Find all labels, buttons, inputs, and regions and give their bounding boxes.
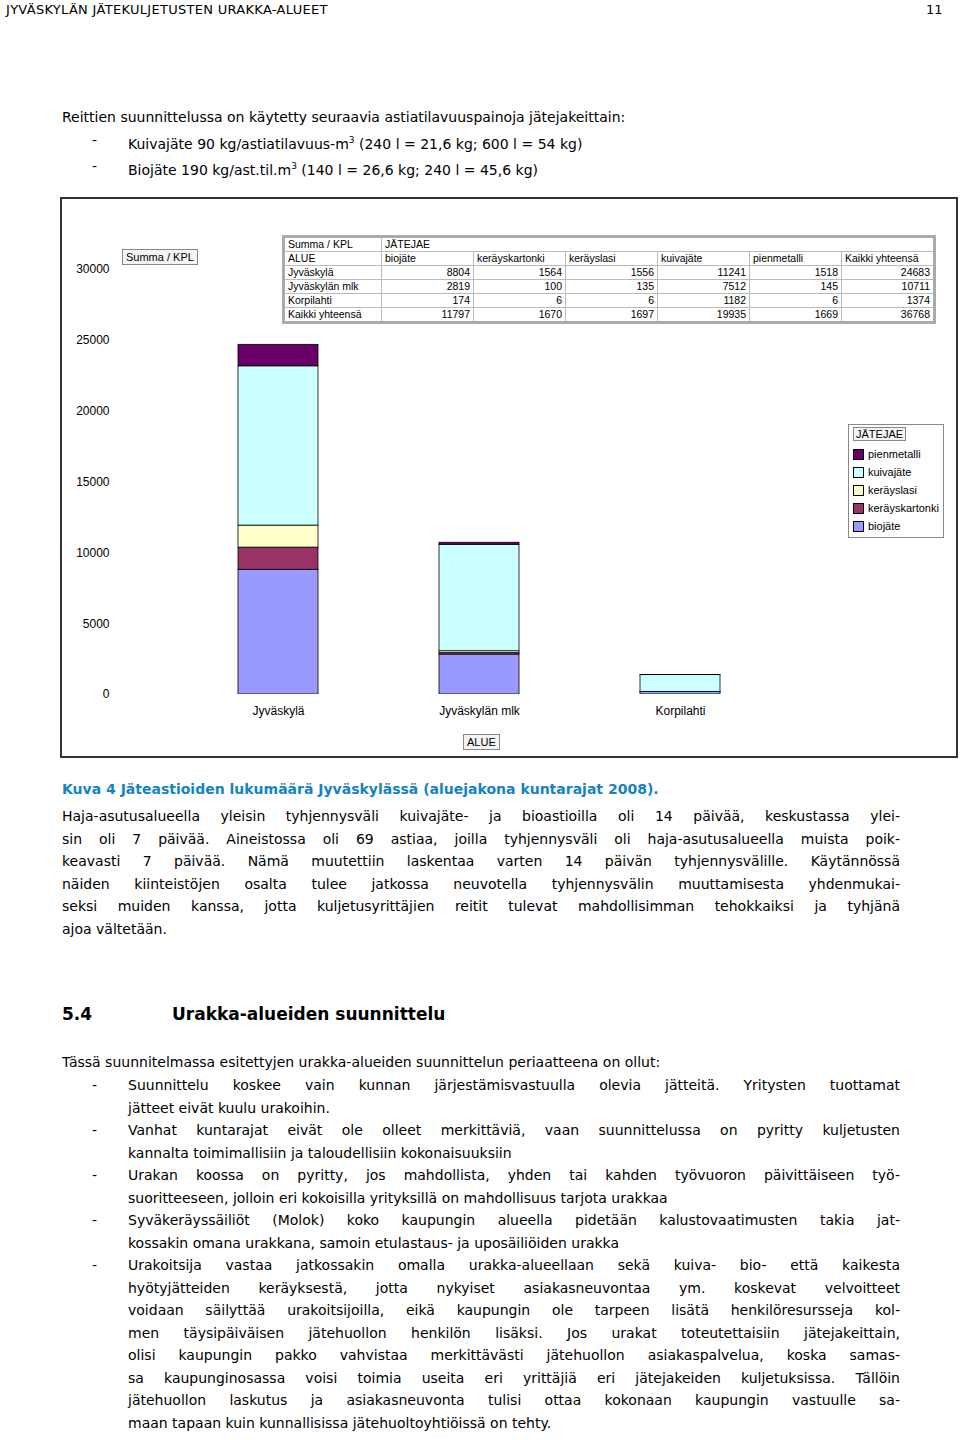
html-text:ALUE: ALUE bbox=[467, 736, 496, 748]
svg-text:30000: 30000 bbox=[76, 262, 110, 276]
html-text:6: 6 bbox=[556, 294, 562, 306]
html-text:Jyväskylä: Jyväskylä bbox=[288, 266, 334, 278]
html-text:10711: 10711 bbox=[901, 280, 930, 292]
html-text:Kaikki yhteensä: Kaikki yhteensä bbox=[288, 308, 362, 320]
html-text:Summa / KPL: Summa / KPL bbox=[288, 238, 353, 250]
html-text:suoritteeseen, jolloin eri kok: suoritteeseen, jolloin eri kokoisilla yr… bbox=[128, 1189, 668, 1206]
svg-text:10000: 10000 bbox=[76, 546, 110, 560]
html-text:19935: 19935 bbox=[716, 308, 746, 320]
svg-text:Jyväskylä: Jyväskylä bbox=[252, 704, 304, 718]
html-text:JÄTEJAE: JÄTEJAE bbox=[385, 238, 430, 250]
html-text:5.4: 5.4 bbox=[62, 1004, 93, 1024]
html-text:sa kaupunginosassa voisi toimi: sa kaupunginosassa voisi toimia useita e… bbox=[128, 1369, 900, 1386]
html-text:Vanhat kuntarajat eivät ole ol: Vanhat kuntarajat eivät ole olleet merki… bbox=[128, 1122, 900, 1138]
html-text:JYVÄSKYLÄN JÄTEKULJETUSTEN URA: JYVÄSKYLÄN JÄTEKULJETUSTEN URAKKA-ALUEET bbox=[6, 2, 328, 17]
svg-text:15000: 15000 bbox=[76, 475, 110, 489]
html-text:pienmetalli: pienmetalli bbox=[753, 252, 804, 264]
html-text:6: 6 bbox=[648, 294, 654, 306]
html-text:1564: 1564 bbox=[538, 266, 562, 278]
html-text:men täysipäiväisen jätehuollon: men täysipäiväisen jätehuollon henkilön … bbox=[128, 1324, 900, 1341]
svg-text:25000: 25000 bbox=[76, 333, 110, 347]
html-text:135: 135 bbox=[636, 280, 654, 292]
html-text:Syväkeräyssäiliöt (Molok) koko: Syväkeräyssäiliöt (Molok) koko kaupungin… bbox=[128, 1212, 900, 1228]
html-text:100: 100 bbox=[544, 280, 562, 292]
html-text:Tässä suunnitelmassa esitettyj: Tässä suunnitelmassa esitettyjen urakka-… bbox=[62, 1054, 661, 1070]
html-text:kuivajäte: kuivajäte bbox=[868, 466, 912, 478]
html-text:kuivajäte: kuivajäte bbox=[661, 252, 703, 264]
html-text:Biojäte 190 kg/ast.til.m3(140: Biojäte 190 kg/ast.til.m3(140 l = 26,6 k… bbox=[128, 160, 538, 178]
html-text:Suunnittelu koskee vain kunnan: Suunnittelu koskee vain kunnan järjestäm… bbox=[128, 1077, 900, 1093]
html-text:jätehuollon laskutus ja asiaka: jätehuollon laskutus ja asiakasneuvonta … bbox=[128, 1392, 900, 1408]
svg-text:0: 0 bbox=[103, 687, 110, 701]
html-text:Jyväskylän mlk: Jyväskylän mlk bbox=[288, 280, 359, 292]
html-text:8804: 8804 bbox=[446, 266, 470, 278]
html-text:6: 6 bbox=[832, 294, 838, 306]
html-text:1182: 1182 bbox=[723, 294, 746, 306]
html-text:Urakan koossa on pyritty, jos: Urakan koossa on pyritty, jos mahdollist… bbox=[128, 1167, 900, 1183]
html-text:kannalta toimimallisiin ja tal: kannalta toimimallisiin ja taloudellisii… bbox=[128, 1144, 512, 1161]
html-text:Kuivajäte 90 kg/astiatilavuus-: Kuivajäte 90 kg/astiatilavuus-m3(240 l =… bbox=[128, 134, 583, 152]
html-text:7512: 7512 bbox=[722, 280, 746, 292]
html-text:1697: 1697 bbox=[630, 308, 654, 320]
html-text:174: 174 bbox=[452, 294, 470, 306]
html-text:Haja-asutusalueella yleisin ty: Haja-asutusalueella yleisin tyhjennysväl… bbox=[62, 808, 900, 824]
html-text:jätteet eivät kuulu urakoihin.: jätteet eivät kuulu urakoihin. bbox=[128, 1099, 330, 1116]
svg-text:5000: 5000 bbox=[83, 617, 110, 631]
svg-text:Jyväskylän mlk: Jyväskylän mlk bbox=[439, 704, 521, 718]
html-text:maan tapaan kuin kunnallisissa: maan tapaan kuin kunnallisissa jätehuolt… bbox=[128, 1414, 552, 1431]
html-text:olisi kaupungin pakko vahvista: olisi kaupungin pakko vahvistaa merkittä… bbox=[128, 1347, 900, 1363]
html-text:keräyslasi: keräyslasi bbox=[569, 252, 616, 264]
html-text:hyötyjätteiden keräyksestä, jo: hyötyjätteiden keräyksestä, jotta nykyis… bbox=[128, 1279, 900, 1296]
html-text:keavasti 7 päivää. Nämä muutet: keavasti 7 päivää. Nämä muutettiin laske… bbox=[62, 853, 900, 869]
html-text:Summa / KPL: Summa / KPL bbox=[126, 251, 194, 263]
html-text:Korpilahti: Korpilahti bbox=[288, 294, 332, 306]
html-text:ALUE: ALUE bbox=[288, 252, 316, 264]
html-text:keräyslasi: keräyslasi bbox=[868, 484, 917, 496]
html-text:näiden kiinteistöjen osalta tu: näiden kiinteistöjen osalta tulee jatkos… bbox=[62, 875, 900, 892]
html-text:Urakka-alueiden suunnittelu: Urakka-alueiden suunnittelu bbox=[172, 1004, 446, 1024]
html-text:Kuva 4 Jäteastioiden lukumäärä: Kuva 4 Jäteastioiden lukumäärä Jyväskylä… bbox=[62, 781, 659, 797]
html-text:11: 11 bbox=[926, 2, 943, 17]
html-text:kossakin omana urakkana, samoi: kossakin omana urakkana, samoin etulasta… bbox=[128, 1234, 619, 1251]
html-text:1669: 1669 bbox=[814, 308, 838, 320]
html-text:1374: 1374 bbox=[906, 294, 930, 306]
html-text:2819: 2819 bbox=[446, 280, 470, 292]
html-text:keräyskartonki: keräyskartonki bbox=[477, 252, 545, 264]
html-text:biojäte: biojäte bbox=[385, 252, 416, 264]
svg-text:20000: 20000 bbox=[76, 404, 110, 418]
html-text:biojäte: biojäte bbox=[868, 520, 901, 532]
html-text:145: 145 bbox=[820, 280, 838, 292]
html-text:36768: 36768 bbox=[900, 308, 930, 320]
html-text:24683: 24683 bbox=[900, 266, 930, 278]
html-text:keräyskartonki: keräyskartonki bbox=[868, 502, 939, 514]
html-text:ajoa vältetään.: ajoa vältetään. bbox=[62, 920, 167, 937]
html-text:Kaikki yhteensä: Kaikki yhteensä bbox=[845, 252, 919, 264]
html-text:11241: 11241 bbox=[717, 266, 746, 278]
html-text:voidaan säilyttää urakoitsijoi: voidaan säilyttää urakoitsijoilla, eikä … bbox=[128, 1302, 900, 1318]
html-text:1518: 1518 bbox=[814, 266, 838, 278]
html-text:Urakoitsija vastaa jatkossakin: Urakoitsija vastaa jatkossakin omalla ur… bbox=[128, 1257, 900, 1273]
html-text:1670: 1670 bbox=[538, 308, 562, 320]
svg-text:Korpilahti: Korpilahti bbox=[655, 704, 705, 718]
html-text:seksi muiden kanssa, jotta kul: seksi muiden kanssa, jotta kuljetusyritt… bbox=[62, 898, 900, 914]
html-text:1556: 1556 bbox=[630, 266, 654, 278]
html-text:JÄTEJAE: JÄTEJAE bbox=[856, 428, 904, 440]
html-text:sin oli 7 päivää. Aineistossa: sin oli 7 päivää. Aineistossa oli 69 ast… bbox=[62, 830, 900, 847]
html-text:pienmetalli: pienmetalli bbox=[868, 448, 921, 460]
html-text:11797: 11797 bbox=[441, 308, 470, 320]
html-text:Reittien suunnittelussa on käy: Reittien suunnittelussa on käytetty seur… bbox=[62, 109, 626, 125]
